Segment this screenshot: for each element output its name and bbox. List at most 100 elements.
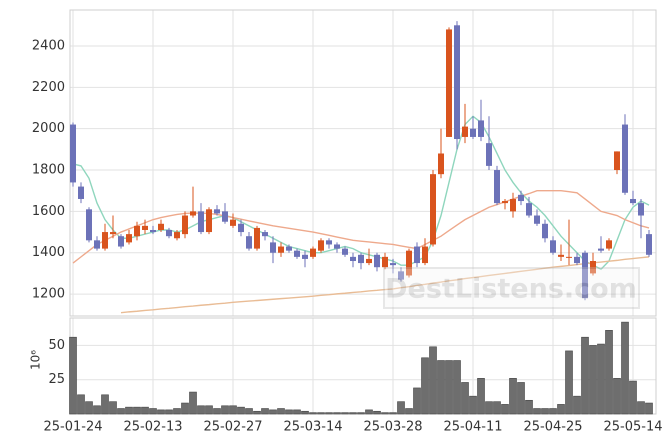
candle-body — [334, 244, 340, 249]
volume-bar — [565, 350, 573, 415]
volume-bar — [157, 409, 165, 415]
moving-average-line — [72, 115, 650, 271]
volume-bar — [621, 321, 629, 415]
candle-body — [622, 124, 628, 193]
candle-body — [502, 201, 508, 204]
candle-body — [510, 198, 516, 212]
candle-body — [142, 225, 148, 230]
candle-body — [326, 240, 332, 245]
volume-bar — [309, 412, 317, 415]
candle-body — [94, 240, 100, 249]
volume-bar — [349, 412, 357, 415]
volume-bar — [597, 343, 605, 415]
candle-body — [446, 29, 452, 137]
candle-body — [638, 203, 644, 216]
volume-bar — [301, 410, 309, 415]
x-tick-label: 25-04-11 — [443, 420, 502, 435]
volume-bar — [557, 404, 565, 415]
volume-bar — [541, 408, 549, 415]
candle-body — [406, 250, 412, 276]
volume-bar — [389, 412, 397, 415]
candle-body — [278, 246, 284, 253]
volume-bar — [517, 382, 525, 415]
candle-body — [582, 252, 588, 299]
candle-body — [318, 240, 324, 251]
x-tick-label: 25-01-24 — [43, 420, 102, 435]
volume-tick-label: 50 — [48, 338, 65, 353]
volume-bar — [573, 395, 581, 415]
moving-average-line — [72, 190, 650, 264]
candle-body — [294, 250, 300, 257]
candle-body — [438, 153, 444, 175]
volume-tick-label: 25 — [48, 372, 65, 387]
candle-body — [150, 229, 156, 233]
watermark: DestListens.com — [383, 267, 640, 309]
volume-bar — [637, 401, 645, 415]
x-tick-label: 25-02-27 — [203, 420, 262, 435]
candle-body — [302, 254, 308, 259]
volume-unit: 10⁶ — [29, 350, 43, 370]
candle-body — [526, 203, 532, 216]
volume-bar — [373, 410, 381, 415]
volume-bar — [253, 410, 261, 415]
x-tick-label: 25-02-13 — [123, 420, 182, 435]
candle-body — [518, 194, 524, 202]
y-tick-label: 1200 — [32, 287, 65, 302]
candle-body — [486, 143, 492, 166]
y-tick-label: 1600 — [32, 204, 65, 219]
y-tick-label: 1800 — [32, 163, 65, 178]
candle-body — [454, 25, 460, 140]
volume-bar — [605, 330, 613, 415]
candle-body — [350, 256, 356, 262]
candle-body — [262, 232, 268, 237]
candle-body — [598, 248, 604, 251]
candle-body — [134, 225, 140, 237]
volume-bar — [229, 405, 237, 415]
candle-body — [430, 174, 436, 245]
candle-body — [494, 170, 500, 204]
candle-body — [78, 186, 84, 199]
candle-body — [390, 263, 396, 266]
candle-body — [542, 223, 548, 239]
volume-bar — [525, 399, 533, 415]
volume-bar — [213, 408, 221, 415]
candle-body — [358, 254, 364, 264]
volume-bar — [405, 408, 413, 415]
watermark-text: DestListens.com — [385, 274, 637, 305]
y-tick-label: 2000 — [32, 121, 65, 136]
volume-bar — [125, 406, 133, 415]
volume-bar — [445, 360, 453, 415]
y-tick-label: 2400 — [32, 38, 65, 53]
candle-body — [166, 229, 172, 237]
candle-body — [182, 215, 188, 235]
volume-bar — [429, 346, 437, 415]
volume-bar — [261, 408, 269, 415]
candle-body — [470, 128, 476, 137]
x-tick-label: 25-03-28 — [363, 420, 422, 435]
candle-body — [550, 240, 556, 253]
candle-body — [238, 223, 244, 233]
volume-bar — [509, 378, 517, 415]
volume-bar — [293, 409, 301, 415]
volume-bar — [381, 412, 389, 415]
candle-body — [222, 211, 228, 222]
candle-body — [366, 258, 372, 264]
candle-body — [414, 246, 420, 264]
volume-bar — [285, 409, 293, 415]
volume-bar — [549, 408, 557, 415]
volume-bar — [109, 401, 117, 415]
candle-body — [574, 256, 580, 264]
candle-body — [190, 211, 196, 216]
candle-body — [102, 232, 108, 249]
candle-body — [310, 248, 316, 257]
candle-body — [342, 248, 348, 255]
volume-bar — [589, 345, 597, 415]
y-tick-label: 1400 — [32, 245, 65, 260]
volume-bar — [85, 401, 93, 415]
volume-bar — [269, 409, 277, 415]
x-tick-label: 25-03-14 — [283, 420, 342, 435]
volume-bar — [165, 409, 173, 415]
volume-bar — [141, 406, 149, 415]
x-tick-label: 25-05-14 — [603, 420, 662, 435]
candle-body — [646, 234, 652, 255]
